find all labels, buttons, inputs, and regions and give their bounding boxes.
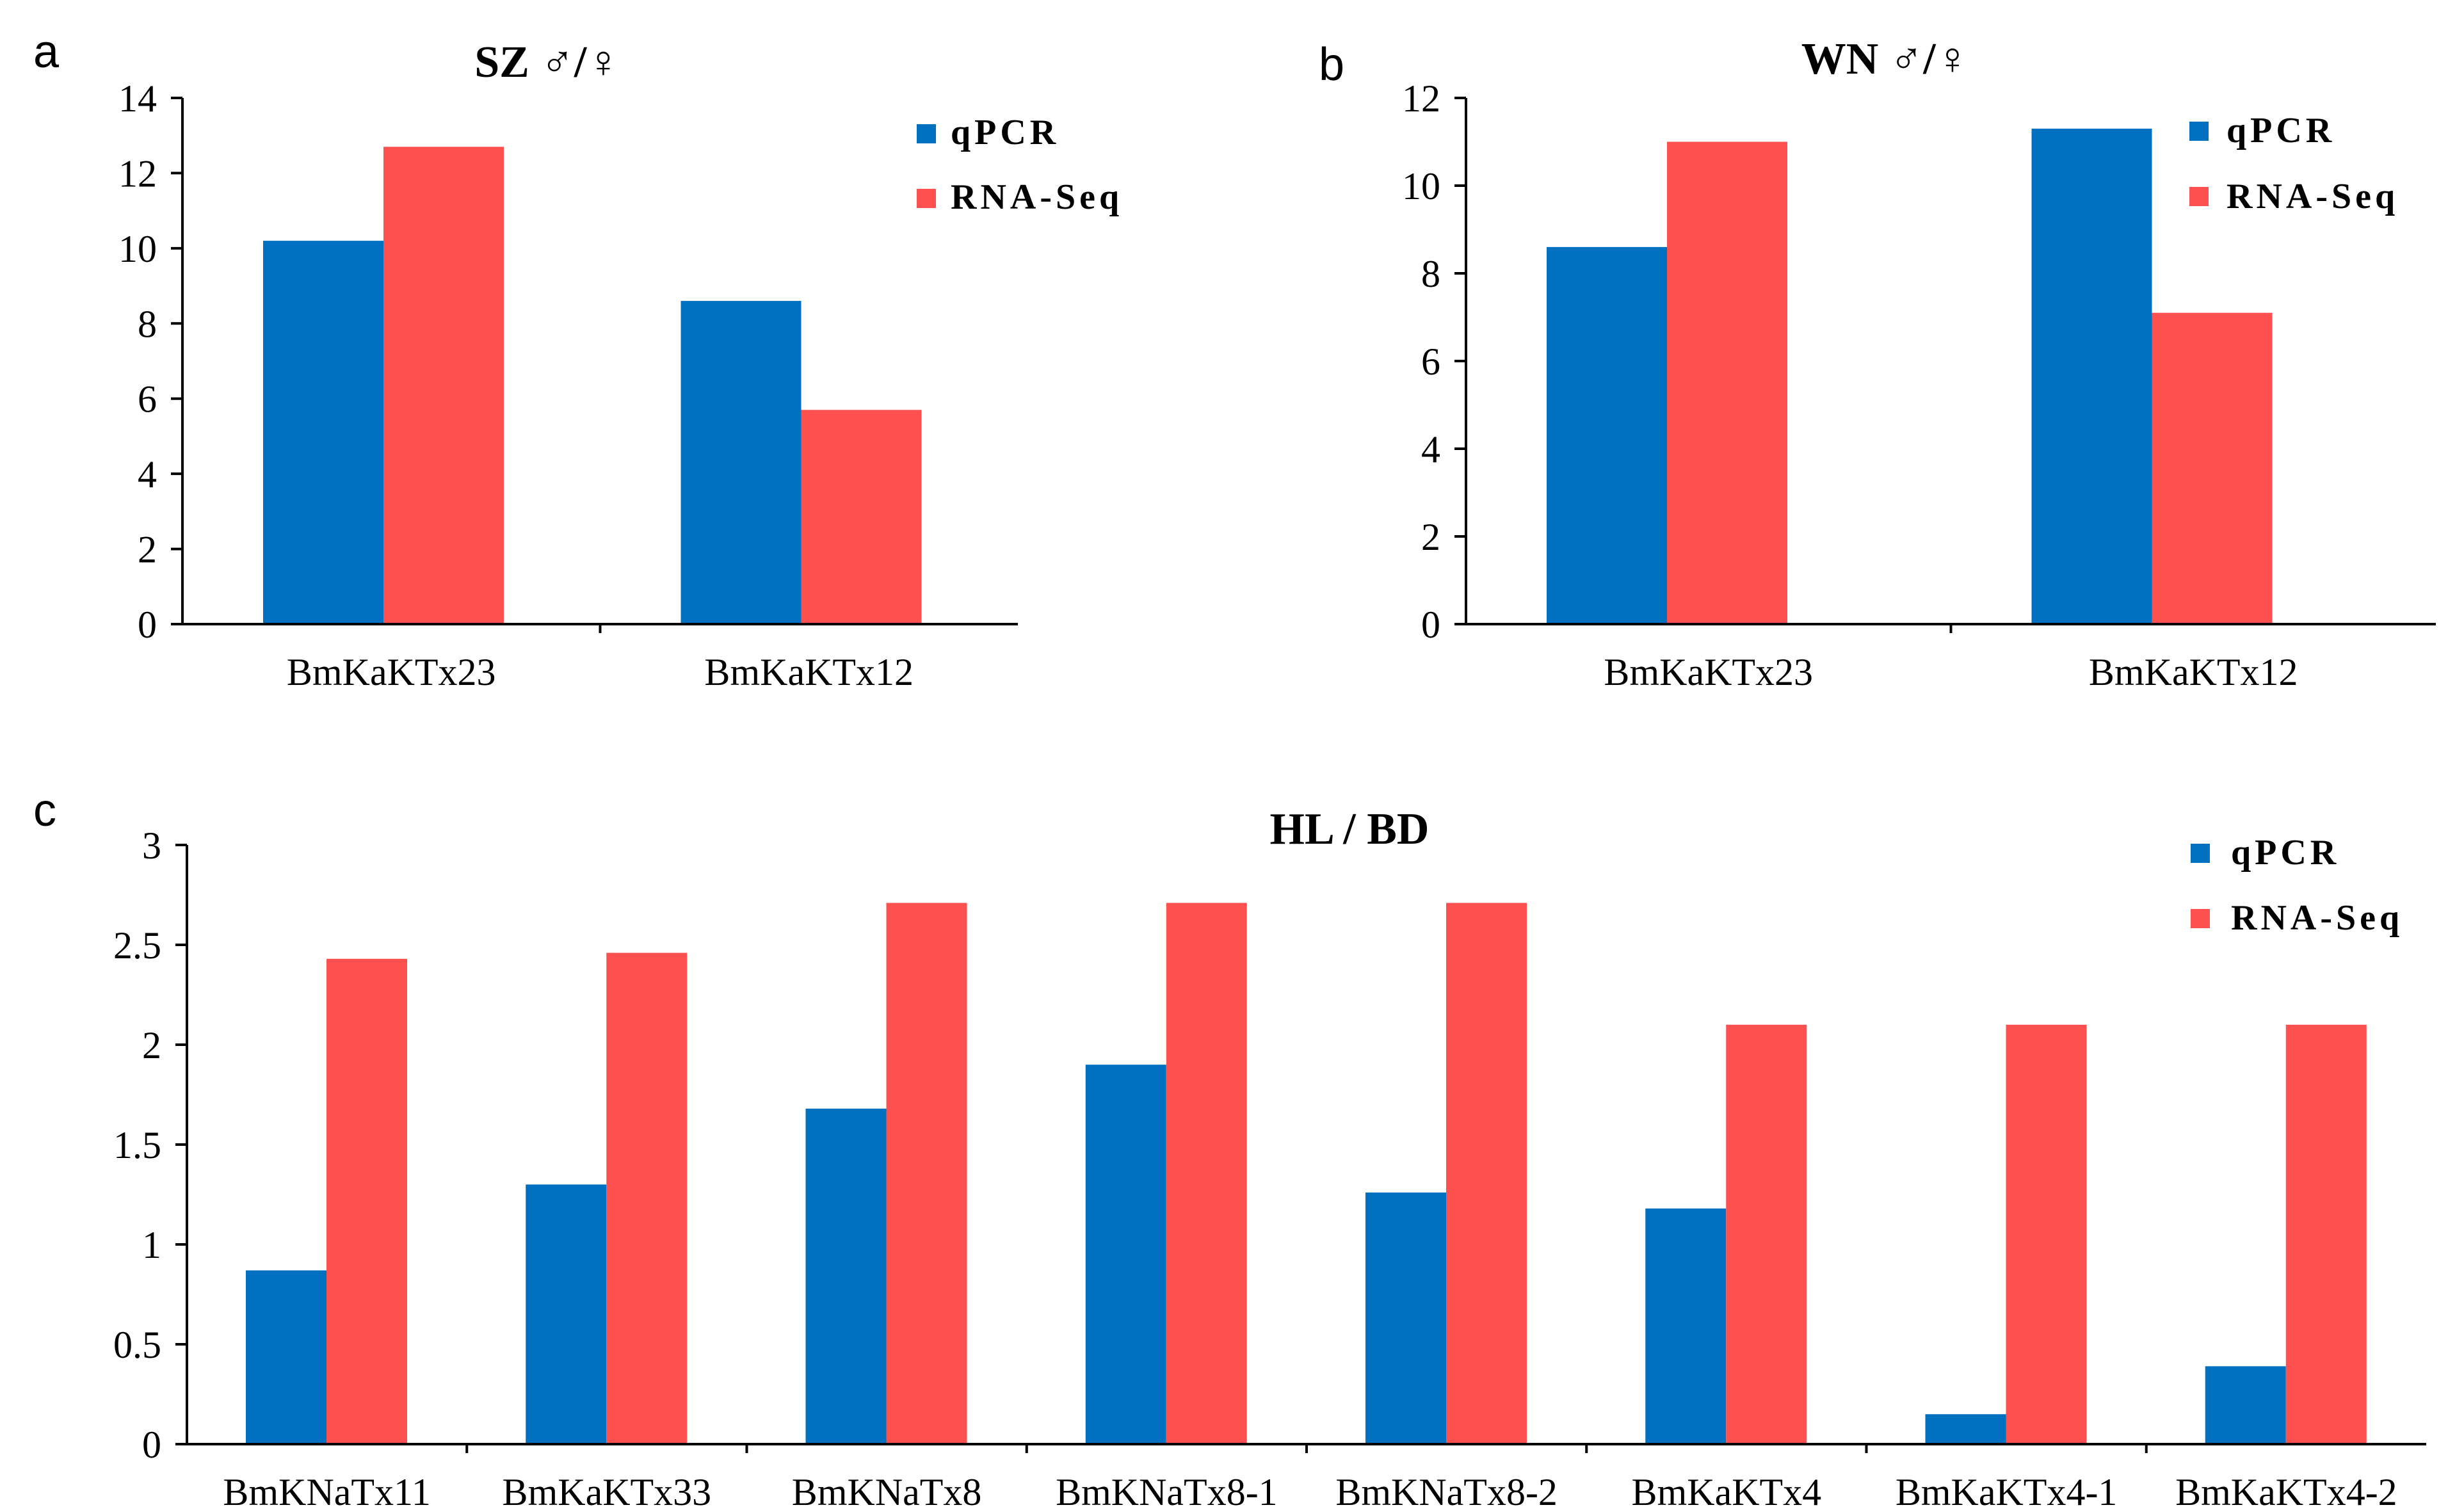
y-tick-label: 10 <box>1402 165 1440 207</box>
legend-label-rnaseq: RNA-Seq <box>951 177 1123 217</box>
legend-label-qpcr: qPCR <box>2231 833 2340 873</box>
x-tick-label: BmKaKTx23 <box>1604 651 1813 693</box>
x-tick-label: BmKaKTx4-1 <box>1896 1471 2118 1512</box>
bar-rnaseq-bmkaktx23 <box>383 147 504 624</box>
x-tick-label: BmKNaTx11 <box>223 1471 430 1512</box>
x-tick-label: BmKNaTx8 <box>792 1471 982 1512</box>
y-tick-label: 2 <box>1421 516 1440 558</box>
legend-label-rnaseq: RNA-Seq <box>2231 898 2403 938</box>
bar-qpcr-bmkaktx4 <box>1645 1209 1726 1444</box>
legend-swatch-rnaseq <box>2189 187 2209 206</box>
bar-rnaseq-bmkaktx23 <box>1667 142 1787 625</box>
bar-rnaseq-bmknatx8 <box>887 903 967 1444</box>
panel-a-plot: BmKaKTx23 BmKaKTx12 0 2 4 6 8 10 12 14 <box>118 77 1018 693</box>
y-tick-label: 6 <box>138 378 157 421</box>
y-tick-label: 1.5 <box>113 1124 161 1166</box>
panel-c-plot: BmKNaTx11 BmKaKTx33 BmKNaTx8 BmKNaTx8-1 BmKN… <box>113 824 2426 1512</box>
panel-c-legend: qPCR RNA-Seq <box>2191 833 2403 938</box>
legend-swatch-qpcr <box>2191 844 2210 863</box>
panel-a-title: SZ ♂/♀ <box>474 38 620 87</box>
y-tick-label: 1 <box>142 1224 161 1266</box>
y-tick-label: 12 <box>118 152 157 195</box>
panel-b-legend: qPCR RNA-Seq <box>2189 111 2399 216</box>
y-tick-label: 3 <box>142 824 161 867</box>
legend-swatch-rnaseq <box>917 189 936 208</box>
bar-rnaseq-bmkaktx4-1 <box>2006 1025 2087 1444</box>
panel-a: a SZ ♂/♀ BmKaKTx23 BmKaKTx12 0 2 4 6 8 10 12 14 q… <box>33 26 1123 693</box>
bar-rnaseq-bmknatx11 <box>326 959 407 1444</box>
y-tick-label: 4 <box>138 453 157 495</box>
legend-label-qpcr: qPCR <box>951 113 1059 152</box>
y-tick-label: 6 <box>1421 341 1440 383</box>
panel-a-legend: qPCR RNA-Seq <box>917 113 1123 217</box>
y-tick-label: 10 <box>118 228 157 270</box>
y-tick-label: 4 <box>1421 428 1440 470</box>
bar-rnaseq-bmknatx8-1 <box>1166 903 1247 1444</box>
legend-label-qpcr: qPCR <box>2227 111 2335 150</box>
x-tick-label: BmKNaTx8-1 <box>1056 1471 1278 1512</box>
y-tick-label: 2 <box>138 529 157 571</box>
y-tick-label: 2.5 <box>113 924 161 967</box>
bar-qpcr-bmkaktx23 <box>1547 247 1667 624</box>
y-tick-label: 2 <box>142 1024 161 1066</box>
bar-qpcr-bmkaktx33 <box>526 1184 606 1444</box>
legend-label-rnaseq: RNA-Seq <box>2227 177 2399 216</box>
y-tick-label: 0 <box>138 604 157 646</box>
figure: a SZ ♂/♀ BmKaKTx23 BmKaKTx1202468101214 q… <box>0 0 2448 1512</box>
y-tick-label: 14 <box>118 77 157 120</box>
bar-rnaseq-bmkaktx4-2 <box>2286 1025 2367 1444</box>
bar-qpcr-bmkaktx12 <box>681 301 801 624</box>
y-tick-label: 0 <box>1421 604 1440 646</box>
bar-qpcr-bmkaktx12 <box>2032 129 2152 624</box>
panel-b-plot: BmKaKTx23 BmKaKTx12 0 2 4 6 8 10 12 <box>1402 77 2436 693</box>
bar-rnaseq-bmkaktx33 <box>606 953 687 1444</box>
bar-qpcr-bmknatx8-1 <box>1086 1065 1166 1444</box>
y-tick-label: 8 <box>138 303 157 345</box>
bar-rnaseq-bmkaktx4 <box>1726 1025 1807 1444</box>
panel-a-label: a <box>33 26 60 77</box>
y-tick-label: 12 <box>1402 77 1440 120</box>
bar-rnaseq-bmkaktx12 <box>2152 313 2273 624</box>
panel-c: c HL / BD BmKNaTx11 BmKaKTx33 BmKNaTx8 BmKN… <box>33 785 2426 1512</box>
panel-c-label: c <box>33 785 56 836</box>
x-tick-label: BmKaKTx23 <box>287 651 496 693</box>
x-tick-label: BmKaKTx33 <box>503 1471 712 1512</box>
bar-qpcr-bmkaktx4-2 <box>2205 1366 2286 1444</box>
x-tick-label: BmKaKTx12 <box>704 651 914 693</box>
bar-qpcr-bmknatx8-2 <box>1365 1193 1446 1444</box>
y-tick-label: 0 <box>142 1424 161 1466</box>
panel-b: b WN ♂/♀ BmKaKTx23 BmKaKTx12 0 2 4 6 8 10 12 qPC… <box>1319 35 2436 693</box>
legend-swatch-qpcr <box>2189 122 2209 141</box>
bar-qpcr-bmkaktx23 <box>263 241 383 624</box>
y-tick-label: 8 <box>1421 253 1440 295</box>
bar-qpcr-bmknatx8 <box>806 1109 887 1444</box>
legend-swatch-qpcr <box>917 124 936 143</box>
x-tick-label: BmKaKTx4 <box>1632 1471 1822 1512</box>
panel-b-label: b <box>1319 39 1344 90</box>
bar-rnaseq-bmkaktx12 <box>801 410 922 624</box>
bar-qpcr-bmkaktx4-1 <box>1926 1414 2006 1444</box>
x-tick-label: BmKNaTx8-2 <box>1335 1471 1558 1512</box>
x-tick-label: BmKaKTx4-2 <box>2175 1471 2397 1512</box>
bar-rnaseq-bmknatx8-2 <box>1446 903 1527 1444</box>
x-tick-label: BmKaKTx12 <box>2089 651 2298 693</box>
panel-b-title: WN ♂/♀ <box>1801 35 1970 84</box>
panel-c-title: HL / BD <box>1270 805 1429 854</box>
bar-qpcr-bmknatx11 <box>246 1271 326 1444</box>
y-tick-label: 0.5 <box>113 1324 161 1366</box>
legend-swatch-rnaseq <box>2191 909 2210 928</box>
